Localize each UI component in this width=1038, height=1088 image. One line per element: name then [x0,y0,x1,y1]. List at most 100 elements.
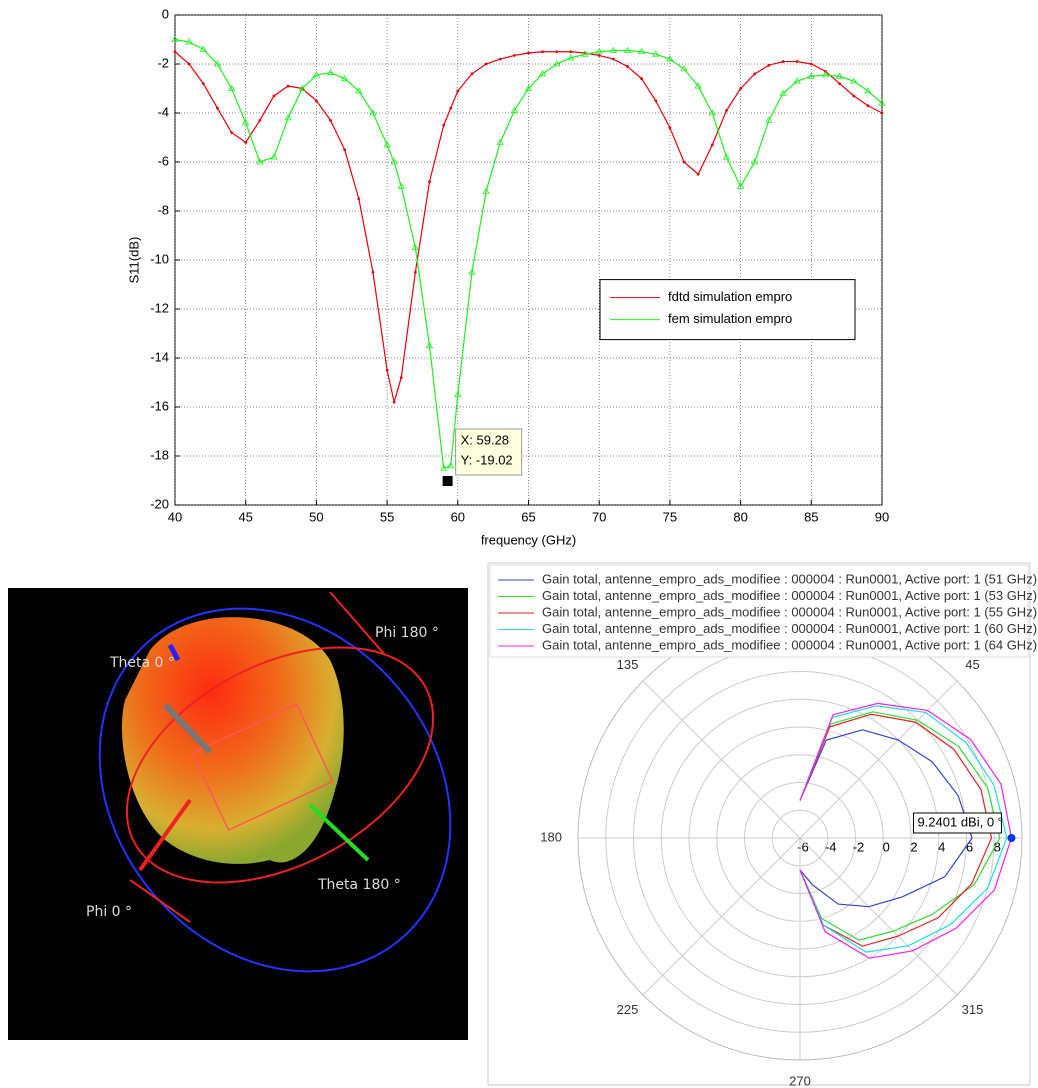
data-tip-marker [442,475,453,486]
x-tick-label: 90 [875,509,889,524]
x-tick-label: 60 [451,509,465,524]
pattern-label: Phi 0 ° [86,904,132,920]
polar-chart: -6-4-2024680451351802252703159.2401 dBi,… [487,562,1037,1088]
legend-label: Gain total, antenne_empro_ads_modifiee :… [542,588,1037,603]
x-tick-label: 75 [663,509,677,524]
point-marker [652,50,660,57]
point-marker [258,118,262,122]
point-marker [682,160,686,164]
pattern-label: Theta 0 ° [109,655,175,671]
legend-label: Gain total, antenne_empro_ads_modifiee :… [542,604,1037,619]
point-marker [213,60,222,67]
point-marker [725,109,728,112]
legend-label: Gain total, antenne_empro_ads_modifiee :… [542,571,1037,586]
point-marker [496,138,504,145]
point-marker [482,187,490,194]
point-marker [397,182,405,189]
point-marker [838,82,841,85]
point-marker [866,104,870,108]
point-marker [371,270,375,274]
angle-tick-label: 315 [962,1002,984,1017]
point-marker [736,182,745,189]
r-tick-label: 6 [966,839,973,854]
pattern-label: Phi 180 ° [375,625,439,641]
grid-spoke [642,680,801,839]
r-tick-label: 2 [910,839,917,854]
point-marker [668,126,672,130]
legend-box [599,279,856,341]
point-marker [385,368,389,372]
point-marker [369,109,377,116]
y-tick-label: -4 [157,104,169,119]
radiation-pattern-3d: Theta 0 ° Phi 180 ° Theta 180 ° Phi 0 ° [8,588,468,1040]
point-marker [524,84,533,91]
x-tick-label: 70 [592,509,606,524]
antenna-outline [191,703,334,832]
legend-label: Gain total, antenne_empro_ads_modifiee :… [542,621,1037,636]
point-marker [326,68,335,75]
point-marker [329,118,332,122]
angle-tick-label: 270 [789,1073,811,1088]
theta-ring [98,607,452,973]
point-marker [312,71,321,78]
point-marker [284,114,292,121]
legend-box [489,564,1029,658]
point-marker [498,57,502,61]
angle-tick-label: 180 [540,829,562,844]
point-marker [609,46,618,53]
point-marker [553,60,561,67]
point-marker [595,47,603,55]
point-marker [454,390,462,398]
point-marker [241,119,250,126]
point-marker [173,50,177,54]
y-tick-label: -2 [157,55,169,70]
point-marker [439,464,448,471]
point-marker [468,268,476,275]
point-marker [456,89,460,93]
legend-label: fdtd simulation empro [668,289,792,304]
point-marker [187,62,191,66]
point-marker [779,89,787,96]
point-marker [357,197,361,201]
angle-tick-label: 225 [617,1002,639,1017]
point-marker [510,106,519,113]
r-tick-label: 4 [938,839,945,854]
point-marker [765,116,773,123]
point-marker [470,72,474,76]
point-marker [484,62,488,66]
r-tick-label: 8 [994,839,1001,854]
r-tick-label: -4 [825,839,837,854]
point-marker [597,54,601,57]
point-marker [538,70,547,77]
point-marker [185,38,193,45]
point-marker [413,270,417,274]
point-marker [216,106,219,110]
r-tick-label: -6 [797,839,809,854]
point-marker [512,54,516,57]
point-marker [753,72,757,76]
series-line [799,711,1001,941]
point-marker [447,462,455,469]
data-tip-box [455,428,523,476]
axis-arrow [129,879,191,923]
grid-spoke [799,837,958,996]
point-marker [527,51,530,55]
point-marker [835,72,844,79]
point-marker [383,141,391,148]
point-marker [428,180,431,184]
point-marker [694,82,702,89]
axis-arrow [138,798,192,872]
point-marker [708,109,717,116]
grid-spoke [799,680,958,839]
point-marker [315,99,318,103]
series-line [799,713,993,947]
point-marker [767,63,771,67]
y-tick-label: -6 [157,153,169,168]
data-tip-label: X: 59.28 [461,432,509,447]
point-marker [640,77,644,81]
point-marker [722,153,731,160]
point-marker [795,60,799,63]
point-marker [864,87,872,94]
point-marker [227,84,236,91]
y-tick-label: -20 [150,496,169,511]
